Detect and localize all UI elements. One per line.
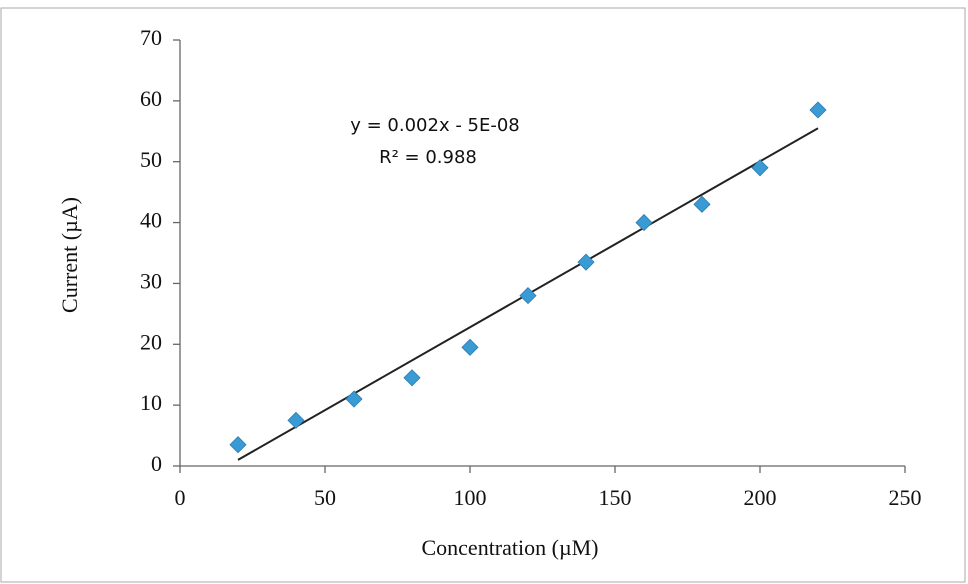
r-squared: R² = 0.988 <box>379 147 477 168</box>
data-point <box>577 253 595 271</box>
x-axis-label: Concentration (µM) <box>421 535 598 560</box>
data-point <box>229 436 247 454</box>
y-tick-label: 30 <box>140 268 162 293</box>
y-tick-label: 10 <box>140 390 162 415</box>
y-tick-label: 40 <box>140 208 162 233</box>
data-point <box>519 287 537 305</box>
data-point <box>287 411 305 429</box>
x-tick-label: 50 <box>314 485 336 510</box>
data-point <box>345 390 363 408</box>
y-tick-label: 50 <box>140 147 162 172</box>
x-tick-label: 0 <box>175 485 186 510</box>
data-point <box>751 159 769 177</box>
y-tick-label: 60 <box>140 86 162 111</box>
data-point <box>809 101 827 119</box>
x-tick-label: 150 <box>599 485 632 510</box>
data-point <box>635 214 653 232</box>
x-tick-label: 200 <box>744 485 777 510</box>
trendline-equation: y = 0.002x - 5E-08 <box>350 115 520 136</box>
data-point <box>693 195 711 213</box>
y-tick-label: 0 <box>151 451 162 476</box>
y-tick-label: 20 <box>140 329 162 354</box>
chart-frame <box>0 7 966 583</box>
data-point <box>461 338 479 356</box>
data-point <box>403 369 421 387</box>
x-tick-label: 250 <box>889 485 922 510</box>
x-tick-label: 100 <box>454 485 487 510</box>
y-axis-label: Current (µA) <box>57 197 82 313</box>
y-tick-label: 70 <box>140 25 162 50</box>
